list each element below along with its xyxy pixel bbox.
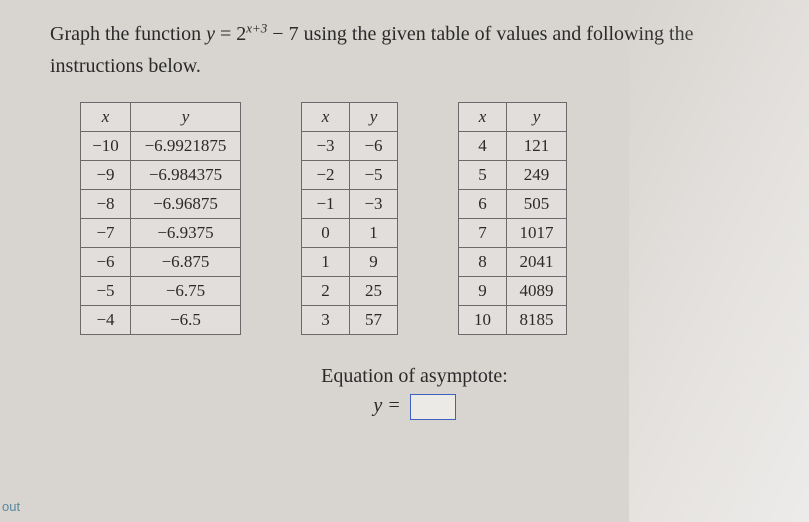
asymptote-answer-input[interactable] [410,394,456,420]
table-row: 82041 [459,248,567,277]
cell-y: 1 [350,219,398,248]
cell-y: 1017 [507,219,567,248]
table-header-x: x [459,103,507,132]
cell-y: 25 [350,277,398,306]
table-row: −6−6.875 [81,248,241,277]
problem-prompt: Graph the function y = 2x+3 − 7 using th… [50,18,779,82]
table-row: 19 [302,248,398,277]
eq-rest: − 7 [267,23,298,45]
cell-x: 10 [459,306,507,335]
table-row: −5−6.75 [81,277,241,306]
table-row: 357 [302,306,398,335]
table-header-x: x [81,103,131,132]
table-header-x: x [302,103,350,132]
asymptote-equation: y = [50,394,779,420]
table-row: −7−6.9375 [81,219,241,248]
table-row: 4121 [459,132,567,161]
cell-y: −3 [350,190,398,219]
cell-y: −6.75 [131,277,241,306]
cell-y: −6 [350,132,398,161]
table-2: xy −3−6 −2−5 −1−3 01 19 225 357 [301,102,398,335]
asymptote-section: Equation of asymptote: y = [50,365,779,420]
table-header-y: y [507,103,567,132]
table-row: −2−5 [302,161,398,190]
cell-y: 4089 [507,277,567,306]
table-1: xy −10−6.9921875 −9−6.984375 −8−6.96875 … [80,102,241,335]
table-row: −9−6.984375 [81,161,241,190]
cell-x: −10 [81,132,131,161]
cell-x: −9 [81,161,131,190]
eq-base: 2 [236,23,246,45]
cell-y: 2041 [507,248,567,277]
table-row: −1−3 [302,190,398,219]
table-row: −3−6 [302,132,398,161]
cell-y: −6.9375 [131,219,241,248]
cell-x: −2 [302,161,350,190]
cell-y: −5 [350,161,398,190]
page-edge-label: out [2,499,20,514]
cell-x: −6 [81,248,131,277]
cell-y: −6.984375 [131,161,241,190]
cell-x: −1 [302,190,350,219]
cell-x: 8 [459,248,507,277]
table-row: 71017 [459,219,567,248]
asymptote-lhs: y = [373,395,400,417]
cell-y: 8185 [507,306,567,335]
cell-y: −6.5 [131,306,241,335]
cell-x: −8 [81,190,131,219]
table-row: 94089 [459,277,567,306]
prompt-pre: Graph the function [50,23,206,45]
cell-y: −6.875 [131,248,241,277]
cell-y: 249 [507,161,567,190]
table-row: −4−6.5 [81,306,241,335]
table-row: −10−6.9921875 [81,132,241,161]
cell-x: 6 [459,190,507,219]
table-row: 5249 [459,161,567,190]
cell-y: 9 [350,248,398,277]
tables-row: xy −10−6.9921875 −9−6.984375 −8−6.96875 … [80,102,779,335]
prompt-post: using the given table of values and foll… [299,23,694,45]
cell-x: 3 [302,306,350,335]
eq-lhs: y [206,23,215,45]
cell-x: 2 [302,277,350,306]
table-row: 01 [302,219,398,248]
table-row: −8−6.96875 [81,190,241,219]
cell-y: 121 [507,132,567,161]
cell-x: 4 [459,132,507,161]
table-row: 6505 [459,190,567,219]
cell-x: 1 [302,248,350,277]
cell-y: 57 [350,306,398,335]
cell-y: −6.96875 [131,190,241,219]
asymptote-label: Equation of asymptote: [50,365,779,388]
cell-x: 7 [459,219,507,248]
table-3: xy 4121 5249 6505 71017 82041 94089 1081… [458,102,567,335]
cell-y: 505 [507,190,567,219]
prompt-line2: instructions below. [50,55,201,77]
cell-x: 0 [302,219,350,248]
cell-y: −6.9921875 [131,132,241,161]
table-header-y: y [350,103,398,132]
eq-exponent: x+3 [246,20,267,35]
table-row: 225 [302,277,398,306]
cell-x: 5 [459,161,507,190]
cell-x: 9 [459,277,507,306]
eq-eqsign: = [215,23,236,45]
cell-x: −7 [81,219,131,248]
table-row: 108185 [459,306,567,335]
cell-x: −5 [81,277,131,306]
cell-x: −3 [302,132,350,161]
cell-x: −4 [81,306,131,335]
table-header-y: y [131,103,241,132]
eq-exp-text: x+3 [246,20,267,35]
